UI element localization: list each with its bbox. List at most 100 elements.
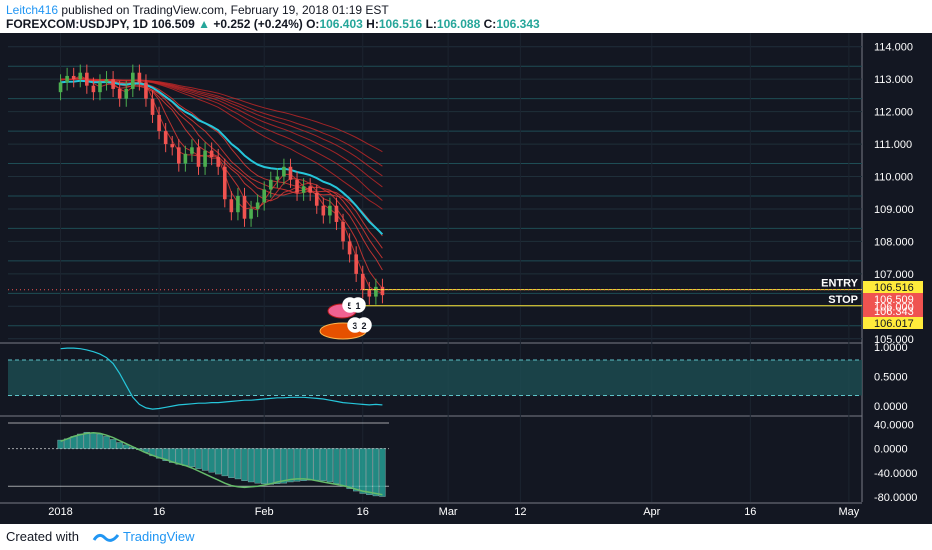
histogram-bar [353, 448, 360, 492]
histogram-bar [90, 432, 97, 449]
candle-body [354, 254, 358, 274]
y-tick-label: 0.0000 [874, 401, 908, 413]
histogram-bar [96, 433, 104, 449]
event-badge-icon [350, 297, 366, 313]
candle-body [117, 88, 122, 99]
y-tick-label: 113.000 [874, 74, 913, 86]
candle-body [190, 147, 194, 154]
histogram-bar [274, 448, 281, 484]
price-tag [863, 281, 923, 293]
candle-body [157, 114, 161, 132]
annotation-label: STOP [828, 294, 858, 306]
candle-body [170, 144, 175, 148]
y-tick-label: 108.000 [874, 236, 914, 248]
candle-body [341, 221, 345, 242]
indicator-line [60, 347, 383, 410]
histogram-bar [339, 448, 347, 487]
histogram-bar [366, 448, 373, 495]
signal-line [60, 432, 383, 496]
y-tick-label: 109.000 [874, 204, 914, 216]
histogram-bar [372, 448, 380, 497]
ribbon-ma-line [60, 75, 383, 294]
low-value: 106.088 [436, 17, 481, 31]
candle-body [183, 153, 188, 164]
histogram-bar [215, 448, 222, 475]
histogram-bar [293, 448, 301, 482]
event-badge-count: 3 [352, 321, 357, 331]
ribbon-ma-line [60, 78, 383, 153]
candle-body [255, 202, 260, 209]
close-label: C: [483, 17, 497, 31]
x-tick-label: 16 [357, 506, 369, 518]
ema-line [60, 79, 384, 236]
y-tick-label: 0.5000 [874, 372, 908, 384]
histogram-bar [57, 439, 64, 449]
event-badges[interactable]: 5 1 3 2 [319, 297, 372, 340]
x-tick-label: 12 [514, 506, 526, 518]
histogram-bar [201, 448, 209, 471]
x-tick-label: Mar [439, 506, 458, 518]
histogram-bar [123, 444, 130, 449]
candle-body [367, 290, 372, 297]
candle-body [328, 205, 332, 216]
candle-body [268, 179, 273, 190]
candle-body [321, 205, 326, 216]
candle-body [176, 147, 181, 164]
y-tick-label: 107.000 [874, 269, 914, 281]
price-tag [863, 305, 923, 317]
y-tick-label: -40.0000 [874, 468, 917, 480]
tradingview-logo-icon [92, 533, 120, 542]
author-link[interactable]: Leitch416 [6, 3, 59, 17]
histogram-bar [261, 448, 268, 484]
histogram-bar [287, 448, 294, 483]
candle-body [222, 166, 227, 200]
high-value: 106.516 [378, 17, 423, 31]
histogram-bar [333, 448, 340, 484]
candle-body [98, 82, 102, 93]
candle-body [360, 273, 365, 291]
candle-body [308, 186, 312, 193]
open-value: 106.403 [319, 17, 363, 31]
x-tick-label: 16 [744, 506, 756, 518]
price-tag-label: 106.343 [874, 306, 914, 318]
candle-body [262, 189, 267, 203]
symbol-label[interactable]: FOREXCOM:USDJPY, 1D [6, 17, 149, 31]
indicator-pane-2 [8, 422, 390, 497]
y-tick-label: 114.000 [874, 42, 913, 54]
candle-body [144, 82, 148, 99]
candle-body [196, 147, 201, 167]
candle-body [282, 166, 286, 177]
x-tick-label: May [838, 506, 859, 518]
histogram-bar [234, 448, 242, 480]
tradingview-brand[interactable]: TradingView [123, 529, 195, 544]
publish-line: Leitch416 published on TradingView.com, … [6, 3, 389, 17]
candle-body [91, 85, 96, 93]
footer-bar: Created with TradingView [0, 524, 932, 550]
indicator-pane-1 [8, 347, 862, 410]
candle-body [314, 192, 319, 206]
candle-body [295, 179, 299, 193]
up-arrow-icon: ▲ [198, 17, 210, 31]
indicator-band [8, 359, 862, 396]
histogram-bar [182, 448, 189, 466]
candle-body [229, 199, 234, 213]
candle-body [275, 176, 280, 180]
histogram-bar [83, 431, 90, 449]
candle-body [249, 208, 253, 219]
histogram-bar [280, 448, 288, 484]
candle-body [85, 72, 89, 86]
histogram-bar [326, 448, 334, 483]
histogram-bar [379, 448, 386, 497]
candle-body [242, 195, 247, 219]
histogram-bar [307, 448, 314, 481]
x-tick-label: Feb [255, 506, 274, 518]
event-badge-count: 1 [355, 301, 360, 311]
histogram-bar [313, 448, 320, 481]
price-tag [863, 317, 923, 329]
x-tick-label: Apr [643, 506, 660, 518]
candle-body [65, 75, 69, 83]
histogram-bar [228, 448, 235, 478]
event-badge-count: 5 [347, 301, 352, 311]
y-tick-label: 40.0000 [874, 419, 914, 431]
